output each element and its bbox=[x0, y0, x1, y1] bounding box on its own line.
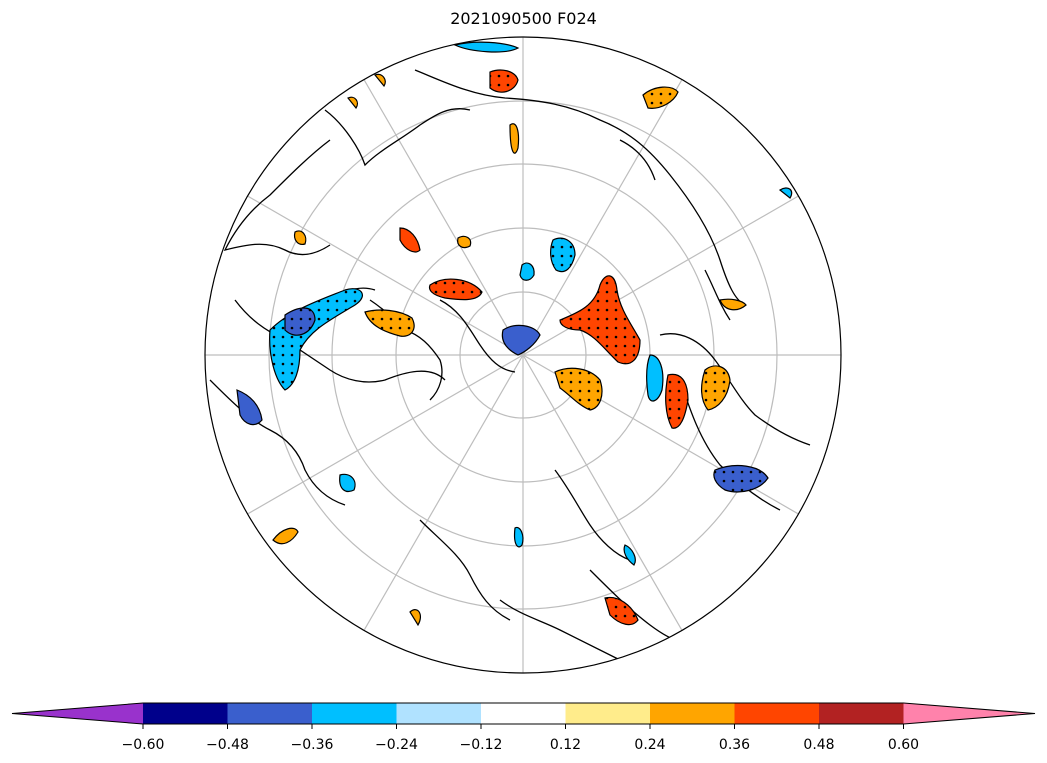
significance-stippling bbox=[269, 70, 768, 625]
colorbar-tick-label: 0.36 bbox=[719, 737, 750, 753]
polar-map bbox=[204, 36, 842, 674]
colorbar-tick-label: −0.12 bbox=[460, 737, 503, 753]
meridian-line bbox=[522, 68, 689, 356]
colorbar-segment bbox=[565, 703, 651, 724]
colorbar-segments bbox=[11, 702, 1036, 725]
meridian-line bbox=[236, 354, 524, 521]
colorbar-segment bbox=[481, 703, 566, 724]
coastlines bbox=[209, 69, 811, 661]
colorbar-tick-label: 0.48 bbox=[803, 737, 834, 753]
map-title: 2021090500 F024 bbox=[450, 9, 597, 28]
colorbar-segment bbox=[312, 703, 397, 724]
colorbar-extend-max bbox=[903, 703, 1035, 724]
colorbar-tick-label: 0.12 bbox=[550, 737, 581, 753]
colorbar-segment bbox=[650, 703, 735, 724]
colorbar-tick-label: 0.60 bbox=[888, 737, 919, 753]
colorbar-segment bbox=[819, 703, 904, 724]
colorbar-tick-label: −0.24 bbox=[375, 737, 418, 753]
colorbar-segment bbox=[396, 703, 482, 724]
colorbar-segment bbox=[227, 703, 313, 724]
colorbar-tick-label: 0.24 bbox=[634, 737, 665, 753]
colorbar-tick-label: −0.48 bbox=[206, 737, 249, 753]
colorbar-tick-label: −0.36 bbox=[291, 737, 334, 753]
colorbar-extend-min bbox=[12, 703, 143, 724]
colorbar-segment bbox=[734, 703, 820, 724]
colorbar-tick-label: −0.60 bbox=[122, 737, 165, 753]
meridian-line bbox=[236, 189, 524, 356]
map-boundary bbox=[204, 36, 842, 674]
colorbar-ticks: −0.60 −0.48 −0.36 −0.24 −0.12 0.12 0.24 0.36 0.4… bbox=[122, 724, 919, 753]
meridian-line bbox=[357, 68, 524, 356]
meridian-line bbox=[357, 354, 524, 642]
colorbar-segment bbox=[143, 703, 228, 724]
meridian-line bbox=[522, 354, 689, 642]
